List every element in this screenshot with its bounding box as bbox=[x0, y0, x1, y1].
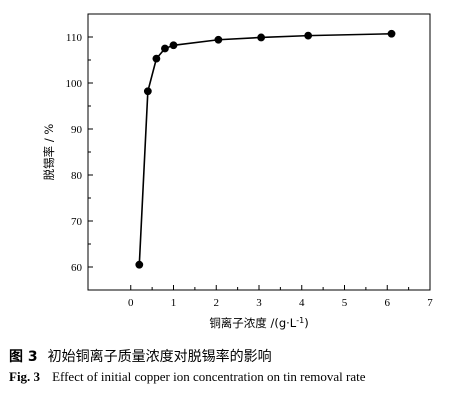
line-chart: 0 1 2 3 4 5 6 7 60 70 80 90 100 110 铜离子浓度 /(g·L-1) 脱… bbox=[42, 13, 433, 330]
figure-caption-chinese: 图 3 初始铜离子质量浓度对脱锡率的影响 bbox=[9, 346, 272, 366]
figure-title-english: Effect of initial copper ion concentrati… bbox=[52, 369, 366, 384]
data-point-marker bbox=[152, 54, 161, 63]
y-tick-label: 70 bbox=[71, 216, 83, 228]
x-tick-label: 2 bbox=[214, 297, 220, 309]
series-line bbox=[138, 32, 392, 265]
y-tick-label: 110 bbox=[66, 32, 83, 44]
x-axis-label-main: 铜离子浓度 /(g·L bbox=[209, 316, 296, 330]
data-point-marker bbox=[161, 44, 169, 53]
y-tick-label: 60 bbox=[71, 262, 83, 274]
data-point-marker bbox=[214, 35, 223, 44]
data-point-marker bbox=[387, 29, 396, 38]
x-tick-label: 5 bbox=[342, 297, 348, 309]
figure-number-chinese: 图 3 bbox=[9, 349, 38, 365]
x-axis-label-superscript: -1 bbox=[296, 316, 304, 325]
x-tick-label: 3 bbox=[256, 297, 262, 309]
data-point-marker bbox=[304, 31, 313, 40]
y-axis-tick-labels: 60 70 80 90 100 110 bbox=[66, 32, 83, 274]
data-point-marker bbox=[257, 33, 266, 42]
x-axis-ticks bbox=[130, 285, 431, 290]
y-tick-label: 90 bbox=[71, 124, 83, 136]
y-axis-label: 脱锡率 / % bbox=[42, 124, 56, 181]
x-tick-label: 1 bbox=[171, 297, 177, 309]
y-tick-label: 100 bbox=[66, 78, 83, 90]
data-point-marker bbox=[169, 41, 178, 50]
x-tick-label: 4 bbox=[299, 297, 305, 309]
y-axis-ticks bbox=[88, 36, 93, 268]
x-axis-label-close: ) bbox=[304, 316, 309, 330]
series-layer bbox=[135, 29, 396, 269]
y-tick-label: 80 bbox=[71, 170, 83, 182]
figure-number-english: Fig. 3 bbox=[9, 369, 41, 384]
x-axis-tick-labels: 0 1 2 3 4 5 6 7 bbox=[128, 297, 433, 309]
x-axis-label: 铜离子浓度 /(g·L-1) bbox=[209, 316, 308, 330]
data-point-marker bbox=[143, 87, 152, 96]
data-point-marker bbox=[135, 260, 144, 269]
x-tick-label: 6 bbox=[385, 297, 391, 309]
x-tick-label: 0 bbox=[128, 297, 134, 309]
x-tick-label: 7 bbox=[427, 297, 433, 309]
figure-title-chinese: 初始铜离子质量浓度对脱锡率的影响 bbox=[47, 349, 272, 365]
figure-caption-english: Fig. 3 Effect of initial copper ion conce… bbox=[9, 368, 471, 386]
